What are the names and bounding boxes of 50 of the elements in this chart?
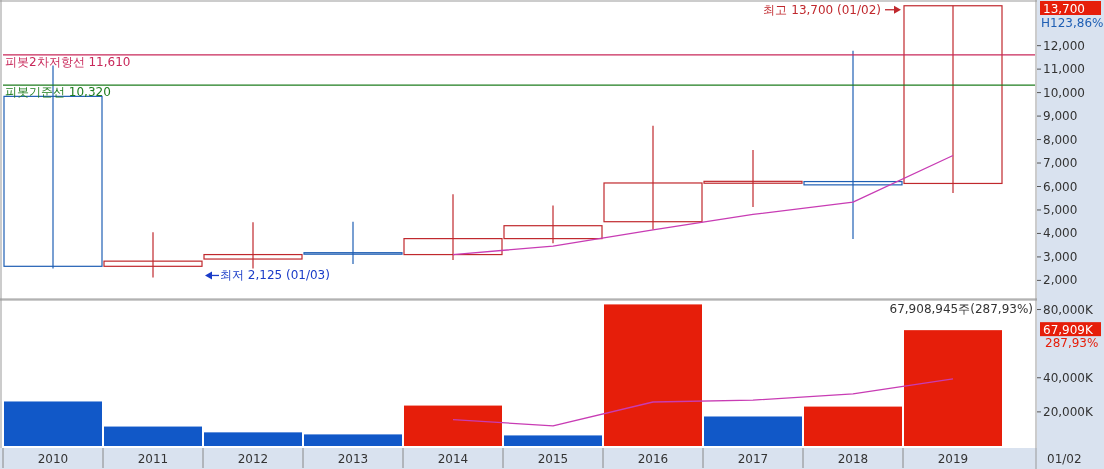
x-tick-label: 2015 <box>537 452 569 466</box>
x-tick-label: 2017 <box>737 452 769 466</box>
x-tick-label: 2011 <box>137 452 169 466</box>
x-tick-label: 2016 <box>637 452 669 466</box>
text: 13,700 <box>1043 2 1085 16</box>
candlestick <box>103 231 203 279</box>
y-tick-label: 5,000 <box>1043 202 1078 217</box>
y-tick-label: 80,000K <box>1043 302 1094 317</box>
y-tick-label: 12,000 <box>1043 38 1085 53</box>
y-tick-label: 11,000 <box>1043 62 1085 77</box>
y-tick-label: 3,000 <box>1043 249 1078 264</box>
y-tick-label: 8,000 <box>1043 132 1078 147</box>
y-tick-label: 20,000K <box>1043 404 1094 419</box>
candlestick <box>803 50 903 240</box>
line-series <box>452 154 954 256</box>
bar <box>604 304 702 446</box>
y-tick-label: 9,000 <box>1043 109 1078 124</box>
bar <box>304 434 402 446</box>
bar <box>204 432 302 446</box>
x-tick-label: 2019 <box>937 452 969 466</box>
text: 287,93% <box>1045 336 1099 351</box>
candlestick <box>203 221 303 270</box>
line-series <box>452 378 954 427</box>
text: 01/02 <box>1047 452 1082 466</box>
x-tick-label: 2014 <box>437 452 469 466</box>
x-tick-label: 2018 <box>837 452 869 466</box>
y-tick-label: 10,000 <box>1043 85 1085 100</box>
bar <box>804 406 902 446</box>
bar <box>704 416 802 446</box>
y-tick-label: 40,000K <box>1043 370 1094 385</box>
bar <box>104 426 202 446</box>
x-tick-label: 2013 <box>337 452 369 466</box>
y-tick-label: 4,000 <box>1043 226 1078 241</box>
candlestick <box>303 221 403 265</box>
annotation: 최고 13,700 (01/02) <box>763 2 881 17</box>
bar <box>4 401 102 446</box>
text: H123,86% <box>1041 16 1104 30</box>
candlestick <box>903 5 1003 194</box>
y-tick-label: 6,000 <box>1043 179 1078 194</box>
text: 67,909K <box>1043 323 1094 338</box>
x-tick-label: 2010 <box>37 452 69 466</box>
y-tick-label: 2,000 <box>1043 273 1078 288</box>
annotation: 67,908,945주(287,93%) <box>889 302 1033 316</box>
ref-line-label: 피봇2차저항선 11,610 <box>5 54 131 69</box>
x-tick-label: 2012 <box>237 452 269 466</box>
bar <box>904 330 1002 446</box>
annotation: 최저 2,125 (01/03) <box>220 268 330 283</box>
y-tick-label: 7,000 <box>1043 156 1078 171</box>
bar <box>504 435 602 446</box>
bar <box>404 405 502 446</box>
